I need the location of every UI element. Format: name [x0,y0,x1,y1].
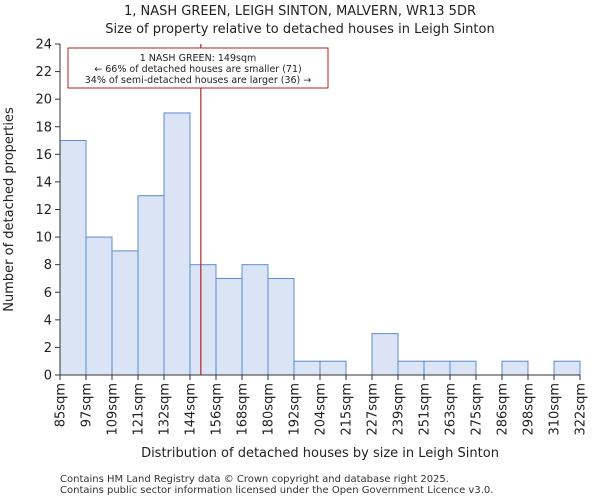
bar-85sqm [59,140,87,376]
y-tick-label: 14 [35,175,52,190]
annotation-box [67,47,329,89]
y-tick-label: 6 [44,286,52,301]
x-tick-label: 85sqm [54,383,69,427]
x-tick-label: 132sqm [158,383,173,436]
y-tick-label: 8 [44,258,52,273]
bar-109sqm [111,250,139,376]
footer-copyright: Contains HM Land Registry data © Crown c… [60,474,449,485]
bar-168sqm [241,264,269,376]
y-tick-label: 24 [35,38,52,53]
chart-subtitle: Size of property relative to detached ho… [105,22,495,37]
bar-310sqm [553,360,581,376]
y-tick-label: 2 [44,341,52,356]
y-tick-label: 22 [35,65,52,80]
y-tick-label: 16 [35,148,52,163]
x-tick-label: 156sqm [210,383,225,436]
x-tick-label: 204sqm [314,383,329,436]
x-axis-title: Distribution of detached houses by size … [141,446,499,461]
x-tick-label: 263sqm [444,383,459,436]
bar-286sqm [501,360,529,376]
bar-144sqm [189,264,217,376]
x-tick-label: 310sqm [548,383,563,436]
bar-204sqm [319,360,347,376]
x-tick-label: 168sqm [236,383,251,436]
bar-97sqm [85,236,113,376]
x-tick-label: 298sqm [522,383,537,436]
x-tick-label: 286sqm [496,383,511,436]
x-tick-label: 275sqm [470,383,485,436]
x-tick-label: 251sqm [418,383,433,436]
bar-251sqm [423,360,451,376]
x-tick-label: 121sqm [132,383,147,436]
bar-132sqm [163,112,191,376]
x-tick-label: 227sqm [366,383,381,436]
x-tick-label: 109sqm [106,383,121,436]
x-tick-label: 192sqm [288,383,303,436]
x-tick-label: 239sqm [392,383,407,436]
annotation-line-1: 1 NASH GREEN: 149sqm [140,53,257,64]
y-tick-label: 12 [35,203,52,218]
y-tick-label: 4 [44,313,52,328]
y-tick-label: 10 [35,231,52,246]
x-tick-label: 97sqm [80,383,95,427]
x-tick-label: 144sqm [184,383,199,436]
x-tick-label: 180sqm [262,383,277,436]
bar-263sqm [449,360,477,376]
bar-227sqm [371,333,399,376]
annotation-line-3: 34% of semi-detached houses are larger (… [85,75,312,86]
bar-121sqm [137,195,165,376]
y-tick-label: 20 [35,93,52,108]
y-tick-label: 0 [44,369,52,384]
footer-licence: Contains public sector information licen… [60,485,494,496]
chart-title: 1, NASH GREEN, LEIGH SINTON, MALVERN, WR… [123,4,476,19]
y-tick-label: 18 [35,120,52,135]
annotation-line-2: ← 66% of detached houses are smaller (71… [94,64,301,75]
y-axis-title: Number of detached properties [2,107,17,312]
x-tick-label: 322sqm [574,383,589,436]
bar-180sqm [267,277,295,376]
bar-192sqm [293,360,321,376]
x-tick-label: 215sqm [340,383,355,436]
bar-239sqm [397,360,425,376]
bar-156sqm [215,277,243,376]
